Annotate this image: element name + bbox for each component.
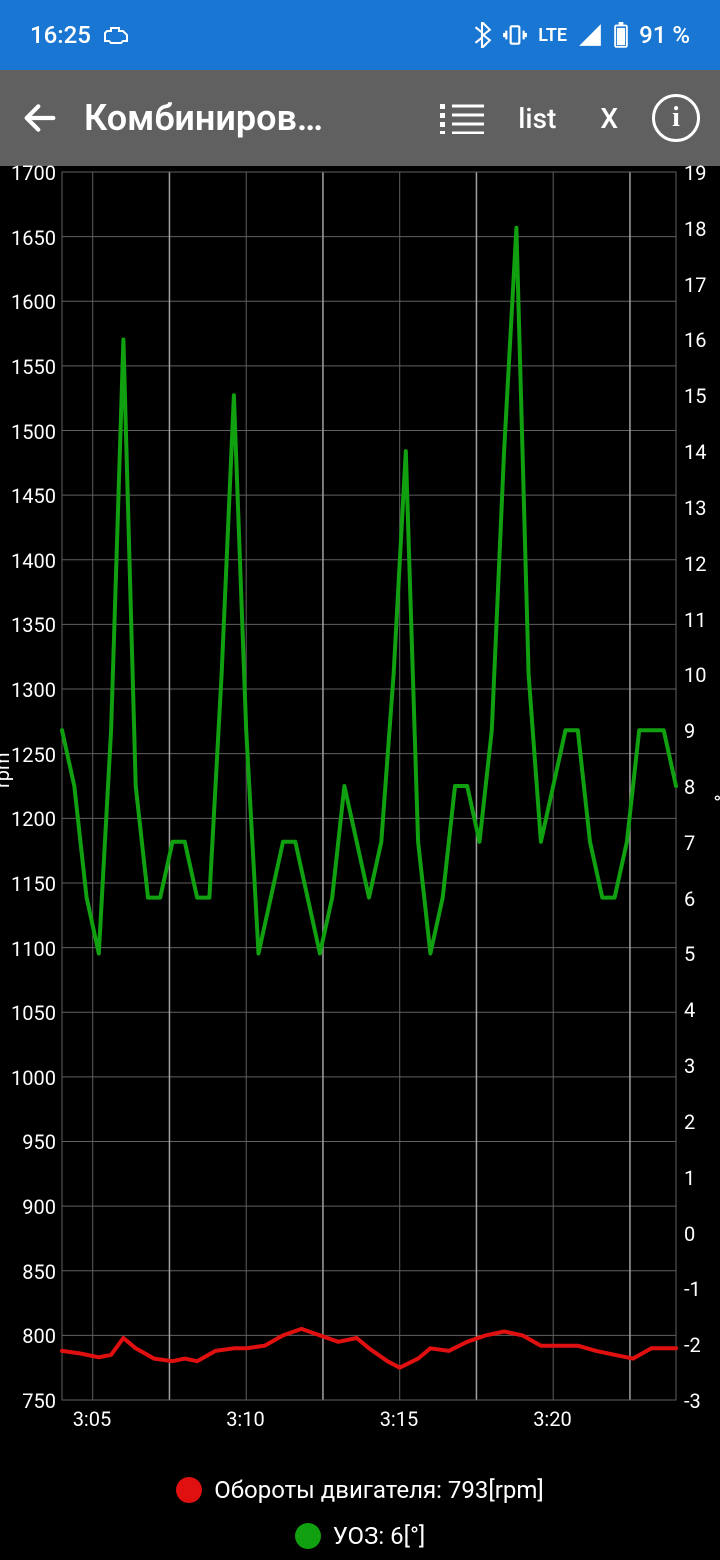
legend-item-rpm[interactable]: Обороты двигателя: 793[rpm]	[176, 1476, 544, 1504]
list-button[interactable]: list	[508, 102, 566, 135]
y-right-axis-label: °	[710, 794, 720, 801]
info-button[interactable]: i	[652, 94, 700, 142]
legend-dot-icon	[176, 1477, 202, 1503]
legend-label: УОЗ: 6[°]	[333, 1522, 426, 1550]
page-title: Комбиниров…	[84, 97, 416, 139]
signal-icon	[577, 22, 603, 48]
back-button[interactable]	[20, 98, 60, 138]
network-type: LTE	[538, 25, 567, 46]
battery-percent: 91 %	[639, 21, 690, 49]
legend-dot-icon	[295, 1523, 321, 1549]
combined-chart[interactable]	[0, 166, 720, 1426]
app-bar: Комбиниров… list X i	[0, 70, 720, 166]
status-bar: 16:25 LTE 91 %	[0, 0, 720, 70]
vibrate-icon	[502, 22, 528, 48]
bluetooth-icon	[472, 22, 492, 48]
list-menu-icon[interactable]	[440, 96, 484, 140]
chart-container: rpm ° 7508008509009501000105011001150120…	[0, 166, 720, 1436]
chart-legend: Обороты двигателя: 793[rpm] УОЗ: 6[°]	[0, 1476, 720, 1550]
status-time: 16:25	[30, 21, 91, 49]
battery-icon	[613, 22, 629, 48]
legend-label: Обороты двигателя: 793[rpm]	[214, 1476, 544, 1504]
engine-icon	[103, 25, 131, 45]
close-button[interactable]: X	[590, 102, 628, 135]
legend-item-uoz[interactable]: УОЗ: 6[°]	[295, 1522, 426, 1550]
